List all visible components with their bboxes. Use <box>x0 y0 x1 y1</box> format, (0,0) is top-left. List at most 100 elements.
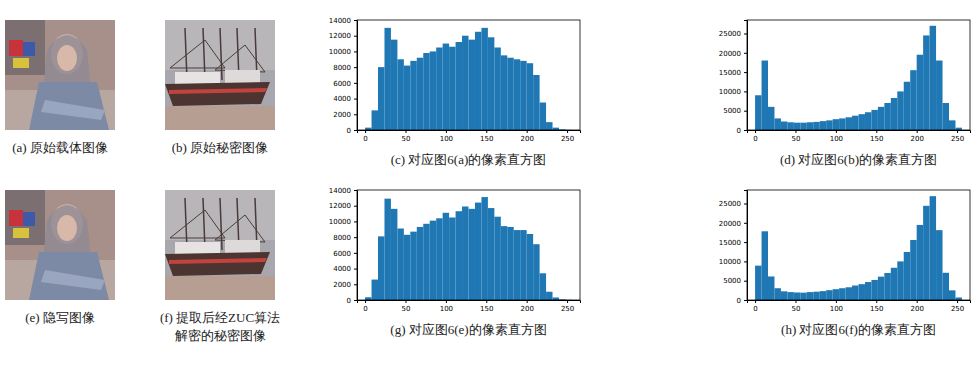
histogram-bar <box>852 116 858 130</box>
histogram-bar <box>781 122 787 130</box>
tick-label: 0 <box>737 127 741 135</box>
tick: 2000 <box>333 281 357 289</box>
histogram-bar <box>372 280 378 300</box>
tick: 8000 <box>333 64 357 72</box>
histogram-bar <box>910 70 916 130</box>
tick-mark <box>354 20 357 21</box>
tick: 6000 <box>333 250 357 258</box>
image-shape <box>5 20 115 130</box>
tick-label: 100 <box>440 305 453 313</box>
tick-mark <box>365 130 366 133</box>
image-shape <box>175 242 220 254</box>
tick: 250 <box>561 300 574 313</box>
histogram-bar <box>527 234 533 300</box>
tick-label: 100 <box>440 135 453 143</box>
tick: 50 <box>792 300 801 313</box>
histogram-bar <box>443 44 449 130</box>
tick: 200 <box>520 130 533 143</box>
tick-label: 250 <box>561 305 574 313</box>
tick: 15000 <box>719 69 747 77</box>
histogram-bar <box>943 273 949 300</box>
histogram-bar <box>781 291 787 300</box>
tick-mark <box>354 83 357 84</box>
histogram-bar <box>404 66 410 130</box>
tick-label: 5000 <box>723 277 741 285</box>
image-shape <box>9 40 23 56</box>
image-shape <box>220 198 222 250</box>
tick: 0 <box>737 297 747 305</box>
tick-mark <box>354 237 357 238</box>
chart: 0501001502002500500010000150002000025000 <box>719 20 971 143</box>
tick-mark <box>755 300 756 303</box>
x-axis: 050100150200250 <box>748 300 971 313</box>
histogram-bar <box>768 276 774 300</box>
image-shape <box>165 252 270 276</box>
tick-mark <box>405 130 406 133</box>
histogram-bar <box>859 284 865 300</box>
histogram-bar <box>897 261 903 300</box>
tick-mark <box>744 130 747 131</box>
tick: 150 <box>870 130 883 143</box>
tick-mark <box>876 300 877 303</box>
axis-line <box>354 191 358 301</box>
tick-mark <box>836 300 837 303</box>
tick-label: 0 <box>347 127 351 135</box>
tick-mark <box>354 67 357 68</box>
histogram-bar <box>820 121 826 130</box>
histogram-bar <box>949 120 955 130</box>
tick: 0 <box>363 130 367 143</box>
tick-mark <box>354 221 357 222</box>
tick: 4000 <box>333 265 357 273</box>
tick: 5000 <box>723 277 747 285</box>
image-shape <box>225 70 260 84</box>
histogram-bar <box>430 221 436 300</box>
chart-caption: (g) 对应图6(e)的像素直方图 <box>390 322 546 337</box>
image-shape <box>170 210 225 238</box>
tick-label: 10000 <box>719 258 741 266</box>
histogram-bar <box>378 236 384 300</box>
tick-label: 25000 <box>719 200 741 208</box>
image-caption: (f) 提取后经ZUC算法 <box>160 310 280 325</box>
tick-label: 20000 <box>719 220 741 228</box>
y-axis: 0500010000150002000025000 <box>719 191 748 305</box>
histogram-bar <box>540 103 546 131</box>
tick-mark <box>446 130 447 133</box>
histogram-bar <box>384 199 390 300</box>
tick-mark <box>957 300 958 303</box>
tick-label: 0 <box>753 305 757 313</box>
histogram-bar <box>936 61 942 130</box>
image-shape <box>13 58 29 68</box>
tick-label: 250 <box>561 135 574 143</box>
tick-label: 100 <box>830 135 843 143</box>
tick: 150 <box>480 130 493 143</box>
tick-label: 200 <box>910 135 923 143</box>
histogram-bar <box>533 75 539 130</box>
tick-mark <box>744 261 747 262</box>
tick-label: 0 <box>737 297 741 305</box>
histogram-bar <box>949 290 955 300</box>
image-shape <box>13 228 29 238</box>
tick: 50 <box>792 130 801 143</box>
tick-mark <box>744 111 747 112</box>
tick: 12000 <box>329 202 357 210</box>
histogram-bar <box>469 40 475 130</box>
tick-mark <box>486 300 487 303</box>
tick-mark <box>354 300 357 301</box>
image-shape <box>165 106 275 130</box>
histogram-bar <box>391 40 397 130</box>
chart-caption: (d) 对应图6(b)的像素直方图 <box>780 152 937 167</box>
histogram-bar <box>891 268 897 300</box>
histogram-bar <box>846 117 852 130</box>
tick: 150 <box>870 300 883 313</box>
histogram-bar <box>813 122 819 130</box>
histogram-bar <box>423 53 429 130</box>
histogram-bar <box>391 209 397 300</box>
image-shape <box>169 88 267 94</box>
tick: 250 <box>951 300 964 313</box>
image-shape <box>57 215 77 241</box>
tick: 5000 <box>723 107 747 115</box>
histogram-bar <box>520 61 526 130</box>
histogram-bar <box>839 118 845 130</box>
histogram-bar <box>449 218 455 301</box>
tick-label: 150 <box>480 135 493 143</box>
